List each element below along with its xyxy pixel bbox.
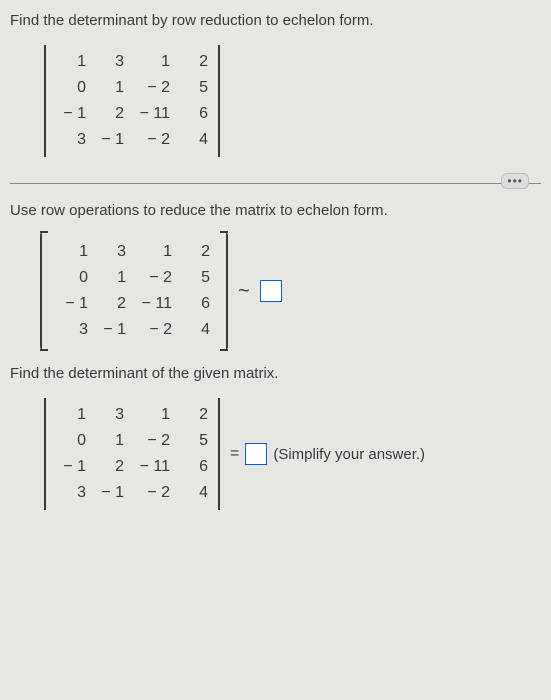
m-cell: 2 [174,49,212,75]
m-cell: − 1 [52,454,90,480]
step1-text: Use row operations to reduce the matrix … [10,202,541,219]
determinant-matrix: 1312 01− 25 − 12− 116 3− 1− 24 [40,43,224,159]
m-cell: 0 [54,265,92,291]
m-cell: 3 [54,317,92,343]
m-cell: 3 [92,239,130,265]
m-cell: − 2 [128,127,174,153]
equals-symbol: = [230,445,239,463]
m-cell: − 11 [128,454,174,480]
echelon-row: 1312 01− 25 − 12− 116 3− 1− 24 ~ [40,233,541,349]
m-cell: 3 [90,402,128,428]
m-cell: 5 [174,75,212,101]
m-cell: 2 [92,291,130,317]
determinant-row: 1312 01− 25 − 12− 116 3− 1− 24 = (Simpli… [40,396,541,512]
m-cell: 1 [92,265,130,291]
more-icon[interactable]: ••• [501,173,529,189]
m-cell: 1 [52,49,90,75]
determinant-matrix-2: 1312 01− 25 − 12− 116 3− 1− 24 [40,396,224,512]
m-cell: 5 [176,265,214,291]
simplify-hint: (Simplify your answer.) [273,446,425,463]
m-cell: 1 [52,402,90,428]
m-cell: − 1 [90,480,128,506]
m-cell: 1 [128,402,174,428]
m-cell: − 11 [130,291,176,317]
m-cell: 1 [128,49,174,75]
m-cell: − 2 [128,428,174,454]
determinant-answer-input[interactable] [245,443,267,465]
m-cell: 6 [176,291,214,317]
step2-text: Find the determinant of the given matrix… [10,365,541,382]
m-cell: 2 [174,402,212,428]
m-cell: 3 [90,49,128,75]
m-cell: 4 [174,127,212,153]
m-cell: 2 [90,454,128,480]
m-cell: 6 [174,101,212,127]
m-cell: − 1 [54,291,92,317]
m-cell: 2 [176,239,214,265]
m-cell: 0 [52,75,90,101]
problem-title: Find the determinant by row reduction to… [10,12,541,29]
m-cell: 4 [174,480,212,506]
m-cell: − 2 [128,75,174,101]
m-cell: − 1 [92,317,130,343]
m-cell: 1 [130,239,176,265]
m-cell: − 11 [128,101,174,127]
m-cell: 3 [52,127,90,153]
m-cell: − 2 [130,317,176,343]
m-cell: − 2 [128,480,174,506]
m-cell: 1 [90,75,128,101]
m-cell: 6 [174,454,212,480]
m-cell: 0 [52,428,90,454]
m-cell: − 1 [52,101,90,127]
tilde-symbol: ~ [238,280,250,303]
divider-container: ••• [10,183,541,184]
section-divider [10,183,541,184]
m-cell: 3 [52,480,90,506]
m-cell: − 1 [90,127,128,153]
m-cell: 1 [54,239,92,265]
m-cell: 5 [174,428,212,454]
bracket-matrix: 1312 01− 25 − 12− 116 3− 1− 24 [40,233,228,349]
matrix-det-1: 1312 01− 25 − 12− 116 3− 1− 24 [40,43,224,159]
echelon-answer-input[interactable] [260,280,282,302]
m-cell: − 2 [130,265,176,291]
m-cell: 2 [90,101,128,127]
m-cell: 4 [176,317,214,343]
m-cell: 1 [90,428,128,454]
